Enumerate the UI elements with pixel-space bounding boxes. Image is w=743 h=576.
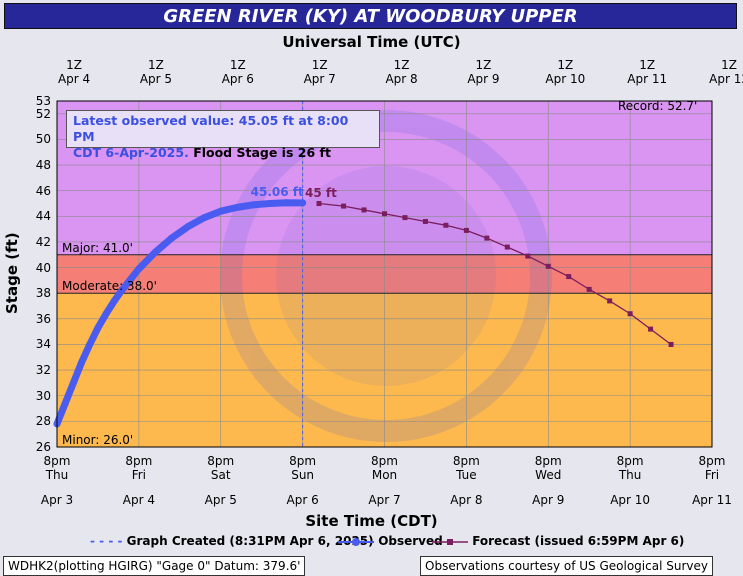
legend-forecast: Forecast (issued 6:59PM Apr 6) xyxy=(432,533,684,549)
observed-point xyxy=(110,297,118,305)
top-tick-label: 1Z Apr 10 xyxy=(545,58,586,86)
observed-point xyxy=(86,340,94,348)
observed-point xyxy=(102,310,110,318)
observed-point xyxy=(127,275,135,283)
bottom-tick-label: 8pm Sat Apr 5 xyxy=(204,454,237,507)
y-tick-label: 53 xyxy=(35,94,51,108)
forecast-point xyxy=(627,311,633,317)
x-axis-title: Site Time (CDT) xyxy=(305,512,438,530)
top-tick-label: 1Z Apr 8 xyxy=(385,58,418,86)
top-axis-title: Universal Time (UTC) xyxy=(282,33,461,51)
chart-title: GREEN RIVER (KY) AT WOODBURY UPPER xyxy=(4,3,737,29)
observed-point xyxy=(282,199,290,207)
info-line2-date: CDT 6-Apr-2025. xyxy=(73,145,189,160)
y-tick-label: 44 xyxy=(35,209,51,224)
flood-category-label: Moderate: 38.0' xyxy=(62,279,157,294)
top-tick-label: 1Z Apr 11 xyxy=(627,58,668,86)
observed-point xyxy=(233,203,241,211)
y-tick-label: 34 xyxy=(35,337,51,352)
forecast-point xyxy=(525,253,531,259)
y-tick-label: 40 xyxy=(35,260,51,275)
forecast-point xyxy=(402,215,408,221)
bottom-tick-label: 8pm Tue Apr 8 xyxy=(450,454,483,507)
observed-point xyxy=(250,201,257,209)
top-tick-label: 1Z Apr 4 xyxy=(57,58,91,86)
top-tick-label: 1Z Apr 6 xyxy=(221,58,254,86)
observed-point xyxy=(151,248,159,256)
top-tick-label: 1Z Apr 5 xyxy=(139,58,173,86)
y-tick-label: 46 xyxy=(35,183,51,198)
flood-category-label: Minor: 26.0' xyxy=(62,433,134,447)
latest-observation-box: Latest observed value: 45.05 ft at 8:00 … xyxy=(66,110,380,160)
y-tick-label: 32 xyxy=(35,363,51,378)
forecast-point xyxy=(668,341,674,347)
observed-point xyxy=(299,199,307,207)
top-tick-label: 1Z Apr 7 xyxy=(303,58,336,86)
observed-point xyxy=(135,265,143,273)
info-line2-flood: Flood Stage is 26 ft xyxy=(193,145,331,160)
bottom-tick-label: 8pm Thu Apr 3 xyxy=(40,454,74,507)
noaa-watermark-icon xyxy=(220,110,552,442)
info-line1: Latest observed value: 45.05 ft at 8:00 … xyxy=(73,113,349,144)
y-tick-label: 52 xyxy=(35,106,51,121)
observed-point xyxy=(168,234,176,242)
record-label: Record: 52.7' xyxy=(618,98,698,113)
forecast-point xyxy=(504,244,510,250)
footer-datum: WDHK2(plotting HGIRG) "Gage 0" Datum: 37… xyxy=(3,556,306,576)
top-tick-label: 1Z Apr 9 xyxy=(467,58,500,86)
observed-point xyxy=(119,285,126,293)
forecast-point xyxy=(484,235,490,241)
forecast-point xyxy=(566,274,572,280)
observed-point xyxy=(69,379,77,387)
forecast-point xyxy=(648,326,654,332)
legend: - - - - Graph Created (8:31PM Apr 6, 202… xyxy=(0,533,743,549)
y-tick-label: 28 xyxy=(35,414,51,429)
footer-courtesy: Observations courtesy of US Geological S… xyxy=(420,556,713,576)
bottom-tick-label: 8pm Fri Apr 11 xyxy=(692,454,732,507)
observed-end-label: 45.06 ft xyxy=(250,184,304,199)
observed-point xyxy=(78,358,86,366)
observed-point xyxy=(200,214,208,222)
forecast-point xyxy=(443,222,449,228)
forecast-point xyxy=(316,201,322,207)
y-tick-label: 48 xyxy=(35,158,51,173)
bottom-tick-label: 8pm Sun Apr 6 xyxy=(286,454,319,507)
forecast-start-label: 45 ft xyxy=(305,185,337,200)
forecast-point xyxy=(607,298,613,304)
forecast-line xyxy=(318,202,672,346)
observed-point xyxy=(184,223,192,231)
legend-observed: Observed xyxy=(338,533,443,549)
legend-created: - - - - Graph Created (8:31PM Apr 6, 202… xyxy=(90,534,374,548)
y-tick-label: 50 xyxy=(35,132,51,147)
y-axis-title: Stage (ft) xyxy=(3,232,21,314)
y-tick-label: 26 xyxy=(35,440,51,454)
observed-point xyxy=(217,207,225,215)
bottom-tick-label: 8pm Fri Apr 4 xyxy=(122,454,155,507)
y-tick-label: 36 xyxy=(35,311,51,326)
forecast-point xyxy=(463,227,469,233)
forecast-point xyxy=(545,263,551,269)
forecast-point xyxy=(361,207,367,213)
bottom-tick-label: 8pm Wed Apr 9 xyxy=(532,454,565,507)
bottom-tick-label: 8pm Mon Apr 7 xyxy=(368,454,401,507)
forecast-point xyxy=(341,203,347,209)
forecast-point xyxy=(382,211,387,217)
y-tick-label: 38 xyxy=(35,286,51,301)
observed-point xyxy=(61,399,69,407)
y-tick-label: 30 xyxy=(35,388,51,403)
forecast-point xyxy=(586,286,592,292)
bottom-tick-label: 8pm Thu Apr 10 xyxy=(610,454,651,507)
flood-category-label: Major: 41.0' xyxy=(62,240,133,255)
observed-point xyxy=(266,200,274,208)
observed-point xyxy=(94,324,102,332)
y-tick-label: 42 xyxy=(35,234,51,249)
forecast-point xyxy=(422,218,428,224)
